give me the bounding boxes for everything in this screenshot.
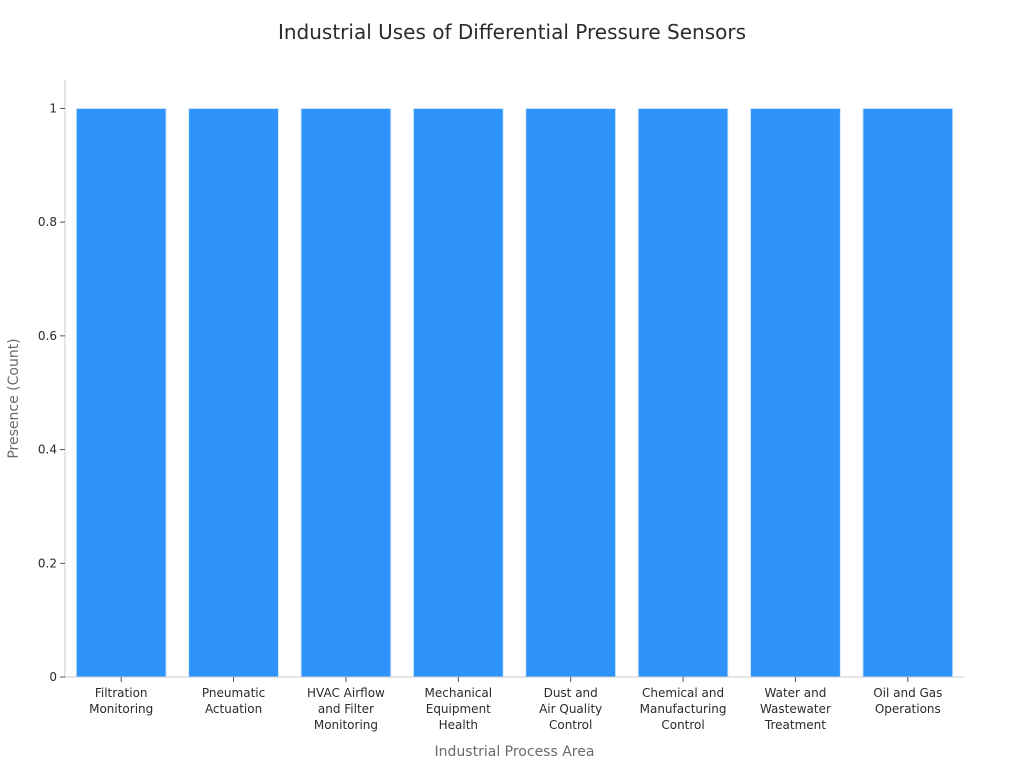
x-tick-label: Dust and Air Quality Control xyxy=(539,686,602,732)
chart-title: Industrial Uses of Differential Pressure… xyxy=(277,20,747,44)
axes-group xyxy=(64,80,964,678)
y-axis-label: Presence (Count) xyxy=(6,338,22,458)
x-tick-label: Oil and Gas Operations xyxy=(873,686,942,716)
y-tick-label: 0 xyxy=(49,670,57,684)
x-ticks-group: Filtration Monitoring Pneumatic Actuation HV… xyxy=(89,677,942,732)
bars-group xyxy=(75,107,954,678)
x-tick-label: HVAC Airflow and Filter Monitoring xyxy=(307,686,385,732)
x-tick-label: Chemical and Manufacturing Control xyxy=(640,686,727,732)
bar xyxy=(525,107,617,678)
x-tick-label: Mechanical Equipment Health xyxy=(425,686,493,732)
bar xyxy=(188,107,280,678)
y-tick-label: 0.8 xyxy=(38,215,57,229)
bar xyxy=(75,107,167,678)
bar xyxy=(862,107,954,678)
x-axis-label: Industrial Process Area xyxy=(435,744,595,760)
bar xyxy=(412,107,504,678)
x-tick-label: Filtration Monitoring xyxy=(89,686,153,716)
bar xyxy=(637,107,729,678)
y-tick-label: 0.4 xyxy=(38,443,57,457)
bar xyxy=(300,107,392,678)
y-tick-label: 0.6 xyxy=(38,329,57,343)
y-tick-label: 0.2 xyxy=(38,556,57,570)
y-tick-label: 1 xyxy=(49,101,57,115)
x-tick-label: Water and Wastewater Treatment xyxy=(760,686,831,732)
x-tick-label: Pneumatic Actuation xyxy=(202,686,265,716)
y-ticks-group: 0 0.2 0.4 0.6 0.8 1 xyxy=(38,101,65,684)
bar xyxy=(749,107,841,678)
